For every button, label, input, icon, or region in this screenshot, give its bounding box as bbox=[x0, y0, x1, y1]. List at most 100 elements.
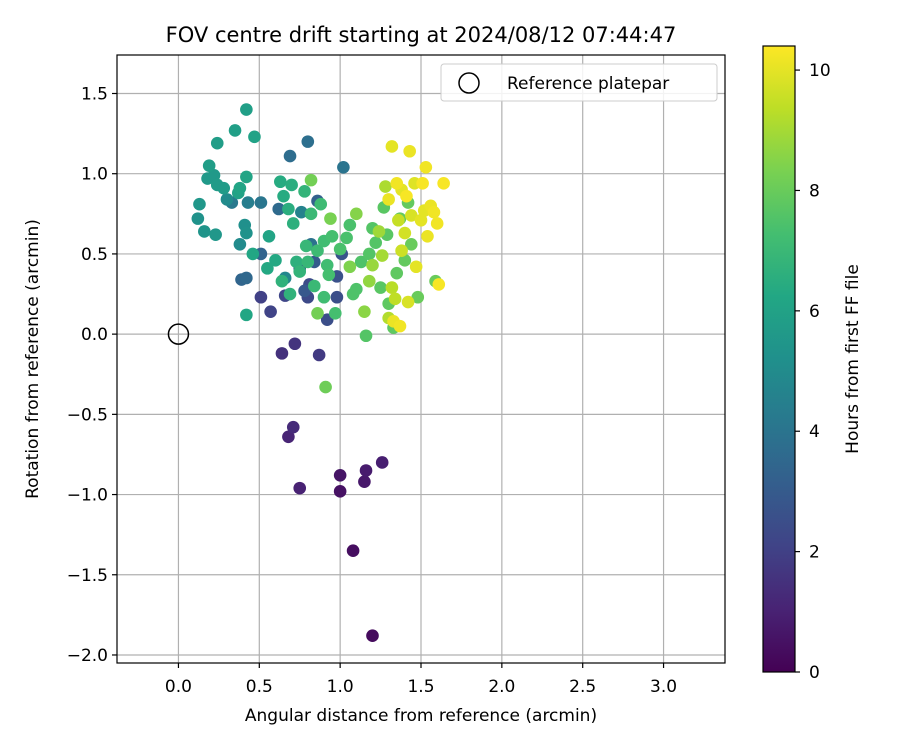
data-point bbox=[298, 284, 311, 298]
data-point bbox=[401, 295, 415, 309]
colorbar bbox=[762, 45, 796, 673]
data-point bbox=[304, 207, 318, 221]
data-point bbox=[217, 181, 231, 195]
data-point bbox=[282, 430, 295, 444]
data-point bbox=[293, 481, 307, 495]
legend-box bbox=[440, 63, 718, 102]
data-point bbox=[390, 177, 404, 190]
data-point bbox=[285, 178, 298, 192]
y-tick-label: 0.0 bbox=[81, 325, 108, 345]
data-point bbox=[314, 197, 328, 211]
data-point bbox=[262, 229, 276, 243]
data-point bbox=[328, 306, 342, 320]
data-point bbox=[198, 225, 211, 238]
data-point bbox=[385, 281, 399, 294]
data-point bbox=[403, 144, 416, 158]
data-point bbox=[427, 205, 441, 219]
data-point bbox=[317, 290, 331, 304]
colorbar-tick-label: 10 bbox=[809, 61, 831, 81]
data-point bbox=[295, 205, 308, 219]
y-tick-label: −1.5 bbox=[67, 566, 108, 586]
data-point bbox=[193, 197, 206, 211]
data-point bbox=[375, 249, 389, 262]
data-point bbox=[330, 290, 344, 304]
data-point bbox=[261, 262, 274, 275]
data-point bbox=[369, 236, 383, 249]
data-point bbox=[358, 475, 371, 489]
data-point bbox=[283, 149, 297, 163]
data-point bbox=[400, 189, 413, 203]
data-point bbox=[286, 420, 300, 434]
data-point bbox=[419, 160, 433, 174]
data-point bbox=[293, 265, 307, 278]
data-point bbox=[254, 196, 268, 209]
data-point bbox=[210, 136, 224, 150]
data-point bbox=[191, 212, 205, 225]
data-point bbox=[374, 281, 387, 294]
data-point bbox=[298, 185, 311, 198]
data-point bbox=[343, 218, 357, 232]
data-point bbox=[240, 226, 253, 240]
data-point bbox=[240, 103, 253, 116]
x-tick-label: 0.5 bbox=[246, 677, 273, 697]
data-point bbox=[395, 244, 408, 258]
data-point bbox=[246, 247, 260, 261]
data-point bbox=[272, 202, 286, 216]
data-point bbox=[372, 225, 386, 238]
data-point bbox=[301, 255, 315, 269]
x-tick-label: 2.0 bbox=[488, 677, 515, 697]
data-point bbox=[288, 337, 302, 351]
data-point bbox=[209, 228, 222, 241]
data-point bbox=[398, 254, 412, 267]
x-tick-label: 1.0 bbox=[327, 677, 354, 697]
data-point bbox=[388, 292, 402, 306]
data-point bbox=[404, 237, 418, 251]
data-point bbox=[409, 260, 423, 274]
data-point bbox=[254, 290, 268, 304]
data-point bbox=[432, 278, 446, 291]
y-tick-label: −2.0 bbox=[67, 646, 108, 666]
data-point bbox=[398, 226, 412, 240]
data-point bbox=[299, 239, 313, 253]
data-point bbox=[324, 212, 337, 225]
colorbar-label: Hours from first FF file bbox=[843, 264, 863, 454]
data-point bbox=[233, 237, 247, 251]
reference-marker bbox=[167, 323, 190, 345]
x-axis-label: Angular distance from reference (arcmin) bbox=[245, 706, 597, 726]
data-point bbox=[350, 207, 363, 221]
data-point bbox=[283, 287, 297, 301]
data-point bbox=[240, 170, 253, 184]
y-tick-label: 0.5 bbox=[81, 245, 108, 265]
data-point bbox=[375, 456, 389, 469]
y-tick-label: 1.0 bbox=[81, 165, 108, 185]
data-point bbox=[333, 242, 347, 256]
x-tick-label: 2.5 bbox=[569, 677, 596, 697]
data-point bbox=[325, 229, 339, 243]
data-point bbox=[359, 464, 373, 477]
data-point bbox=[366, 629, 379, 643]
colorbar-tick-label: 6 bbox=[809, 302, 820, 322]
colorbar-tick-label: 2 bbox=[809, 543, 820, 563]
data-point bbox=[333, 469, 347, 482]
data-point bbox=[282, 202, 295, 216]
data-point bbox=[307, 279, 321, 293]
data-point bbox=[411, 290, 425, 304]
data-point bbox=[304, 173, 318, 187]
data-point bbox=[290, 255, 303, 269]
data-point bbox=[393, 319, 407, 333]
data-point bbox=[301, 135, 315, 148]
data-point bbox=[241, 196, 255, 209]
data-point bbox=[228, 124, 242, 137]
data-point bbox=[430, 217, 444, 230]
data-point bbox=[437, 177, 450, 190]
data-point bbox=[233, 181, 247, 195]
data-point bbox=[320, 258, 334, 272]
data-point bbox=[240, 271, 253, 285]
y-tick-label: 1.5 bbox=[81, 85, 108, 105]
y-tick-label: −0.5 bbox=[67, 405, 108, 425]
data-point bbox=[362, 247, 376, 261]
data-point bbox=[207, 169, 221, 182]
data-point bbox=[354, 255, 368, 269]
data-point bbox=[390, 266, 404, 280]
